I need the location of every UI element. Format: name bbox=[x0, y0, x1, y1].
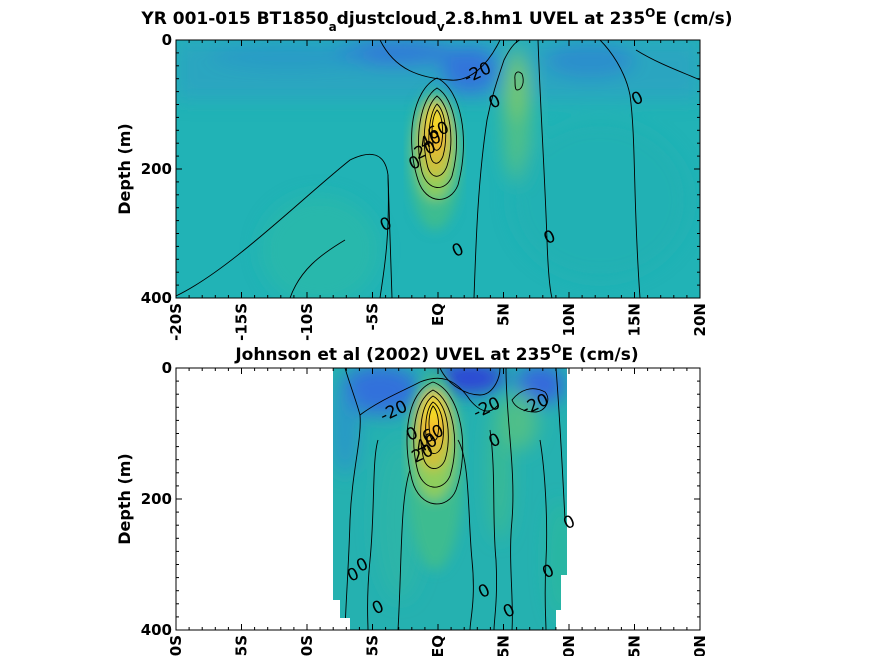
chart-2-title-end: E (cm/s) bbox=[561, 345, 638, 365]
chart-2-title-sup: O bbox=[551, 342, 561, 356]
chart-2-y-axis-label: Depth (m) bbox=[115, 453, 134, 545]
x-tick-label: 10N bbox=[560, 303, 578, 336]
chart-1-title-end: E (cm/s) bbox=[655, 9, 732, 29]
x-tick-label: 10N bbox=[560, 635, 578, 656]
x-tick-label: -15S bbox=[233, 635, 251, 656]
chart-1-title-mid: djustcloud bbox=[337, 9, 437, 29]
x-tick-label: EQ bbox=[429, 635, 447, 656]
x-tick-label: -10S bbox=[298, 303, 316, 341]
x-tick-label: -5S bbox=[364, 635, 382, 656]
x-tick-label: 5N bbox=[495, 303, 513, 326]
x-tick-label: -15S bbox=[233, 303, 251, 341]
x-tick-label: -5S bbox=[364, 303, 382, 330]
y-tick-label: 200 bbox=[141, 490, 172, 508]
x-tick-label: -10S bbox=[298, 635, 316, 656]
x-tick-label: EQ bbox=[429, 303, 447, 326]
chart-1-heatmap bbox=[176, 40, 700, 298]
chart-1-title-tail: 2.8.hm1 UVEL at 235 bbox=[445, 9, 645, 29]
chart-1-y-ticks: 0 200 400 bbox=[141, 31, 700, 307]
x-tick-label: 20N bbox=[691, 635, 709, 656]
y-tick-label: 0 bbox=[162, 359, 172, 377]
y-tick-label: 200 bbox=[141, 160, 172, 178]
x-tick-label: -20S bbox=[167, 303, 185, 341]
x-tick-label: 15N bbox=[626, 635, 644, 656]
y-tick-label: 0 bbox=[162, 31, 172, 49]
chart-1-y-axis-label: Depth (m) bbox=[115, 123, 134, 215]
chart-1-title-sub2: v bbox=[437, 20, 445, 34]
chart-1: YR 001-015 BT1850adjustcloudv2.8.hm1 UVE… bbox=[115, 6, 733, 341]
y-tick-label: 400 bbox=[141, 289, 172, 307]
chart-1-title-sub: a bbox=[329, 20, 337, 34]
x-tick-label: 20N bbox=[691, 303, 709, 336]
x-tick-label: 15N bbox=[626, 303, 644, 336]
chart-2-heatmap bbox=[176, 368, 700, 630]
chart-2-title: Johnson et al (2002) UVEL at 235OE (cm/s… bbox=[234, 342, 638, 365]
chart-2-x-ticks: -20S -15S -10S -5S EQ 5N 10N 15N 20N bbox=[167, 368, 709, 656]
x-tick-label: -20S bbox=[167, 635, 185, 656]
chart-1-title: YR 001-015 BT1850adjustcloudv2.8.hm1 UVE… bbox=[140, 6, 732, 34]
chart-1-title-main: YR 001-015 BT1850 bbox=[140, 9, 328, 29]
y-tick-label: 400 bbox=[141, 621, 172, 639]
chart-2-y-ticks: 0 200 400 bbox=[141, 359, 700, 639]
chart-2-title-main: Johnson et al (2002) UVEL at 235 bbox=[234, 345, 551, 365]
chart-1-x-ticks: -20S -15S -10S -5S EQ 5N 10N 15N 20N bbox=[167, 40, 709, 341]
x-tick-label: 5N bbox=[495, 635, 513, 656]
chart-1-title-sup: O bbox=[645, 6, 655, 20]
chart-2: Johnson et al (2002) UVEL at 235OE (cm/s… bbox=[115, 342, 709, 656]
